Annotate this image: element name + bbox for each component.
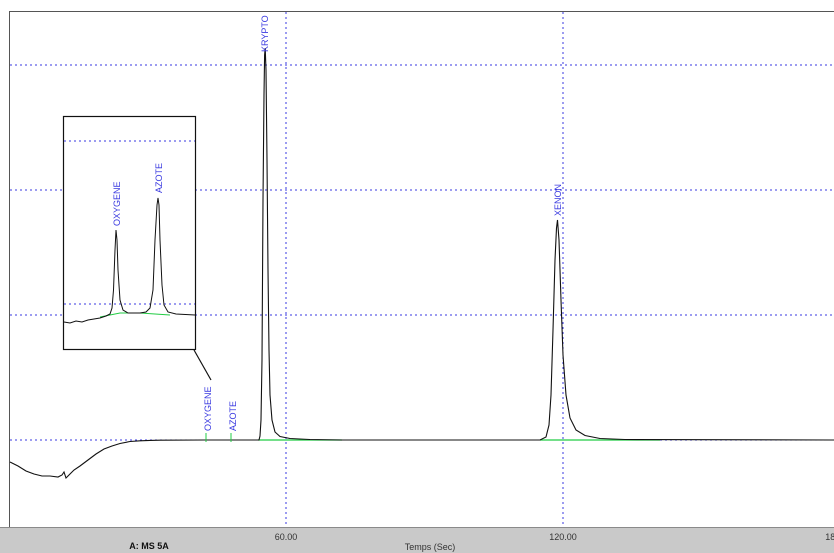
inset-trace: [63, 197, 196, 324]
x-tick-label: 120.00: [549, 532, 577, 542]
chromatogram-trace: [9, 47, 834, 480]
x-tick-label: 60.00: [274, 532, 298, 542]
inset-zoom: OXYGENE AZOTE: [62, 115, 197, 351]
inset-connector: [193, 349, 212, 381]
peak-label-azote: AZOTE: [228, 401, 238, 431]
axis-footer: [0, 527, 834, 553]
channel-label: A: MS 5A: [129, 541, 169, 551]
peak-label-krypto: KRYPTO: [260, 15, 270, 52]
inset-frame: [62, 115, 197, 351]
peak-label-xenon: XENON: [553, 184, 563, 216]
inset-peak-label-oxygene: OXYGENE: [112, 181, 122, 226]
x-tick-label: 180.00: [825, 532, 834, 542]
inset-peak-label-azote: AZOTE: [154, 163, 164, 193]
x-axis-title: Temps (Sec): [404, 542, 456, 552]
peak-label-oxygene: OXYGENE: [203, 386, 213, 431]
